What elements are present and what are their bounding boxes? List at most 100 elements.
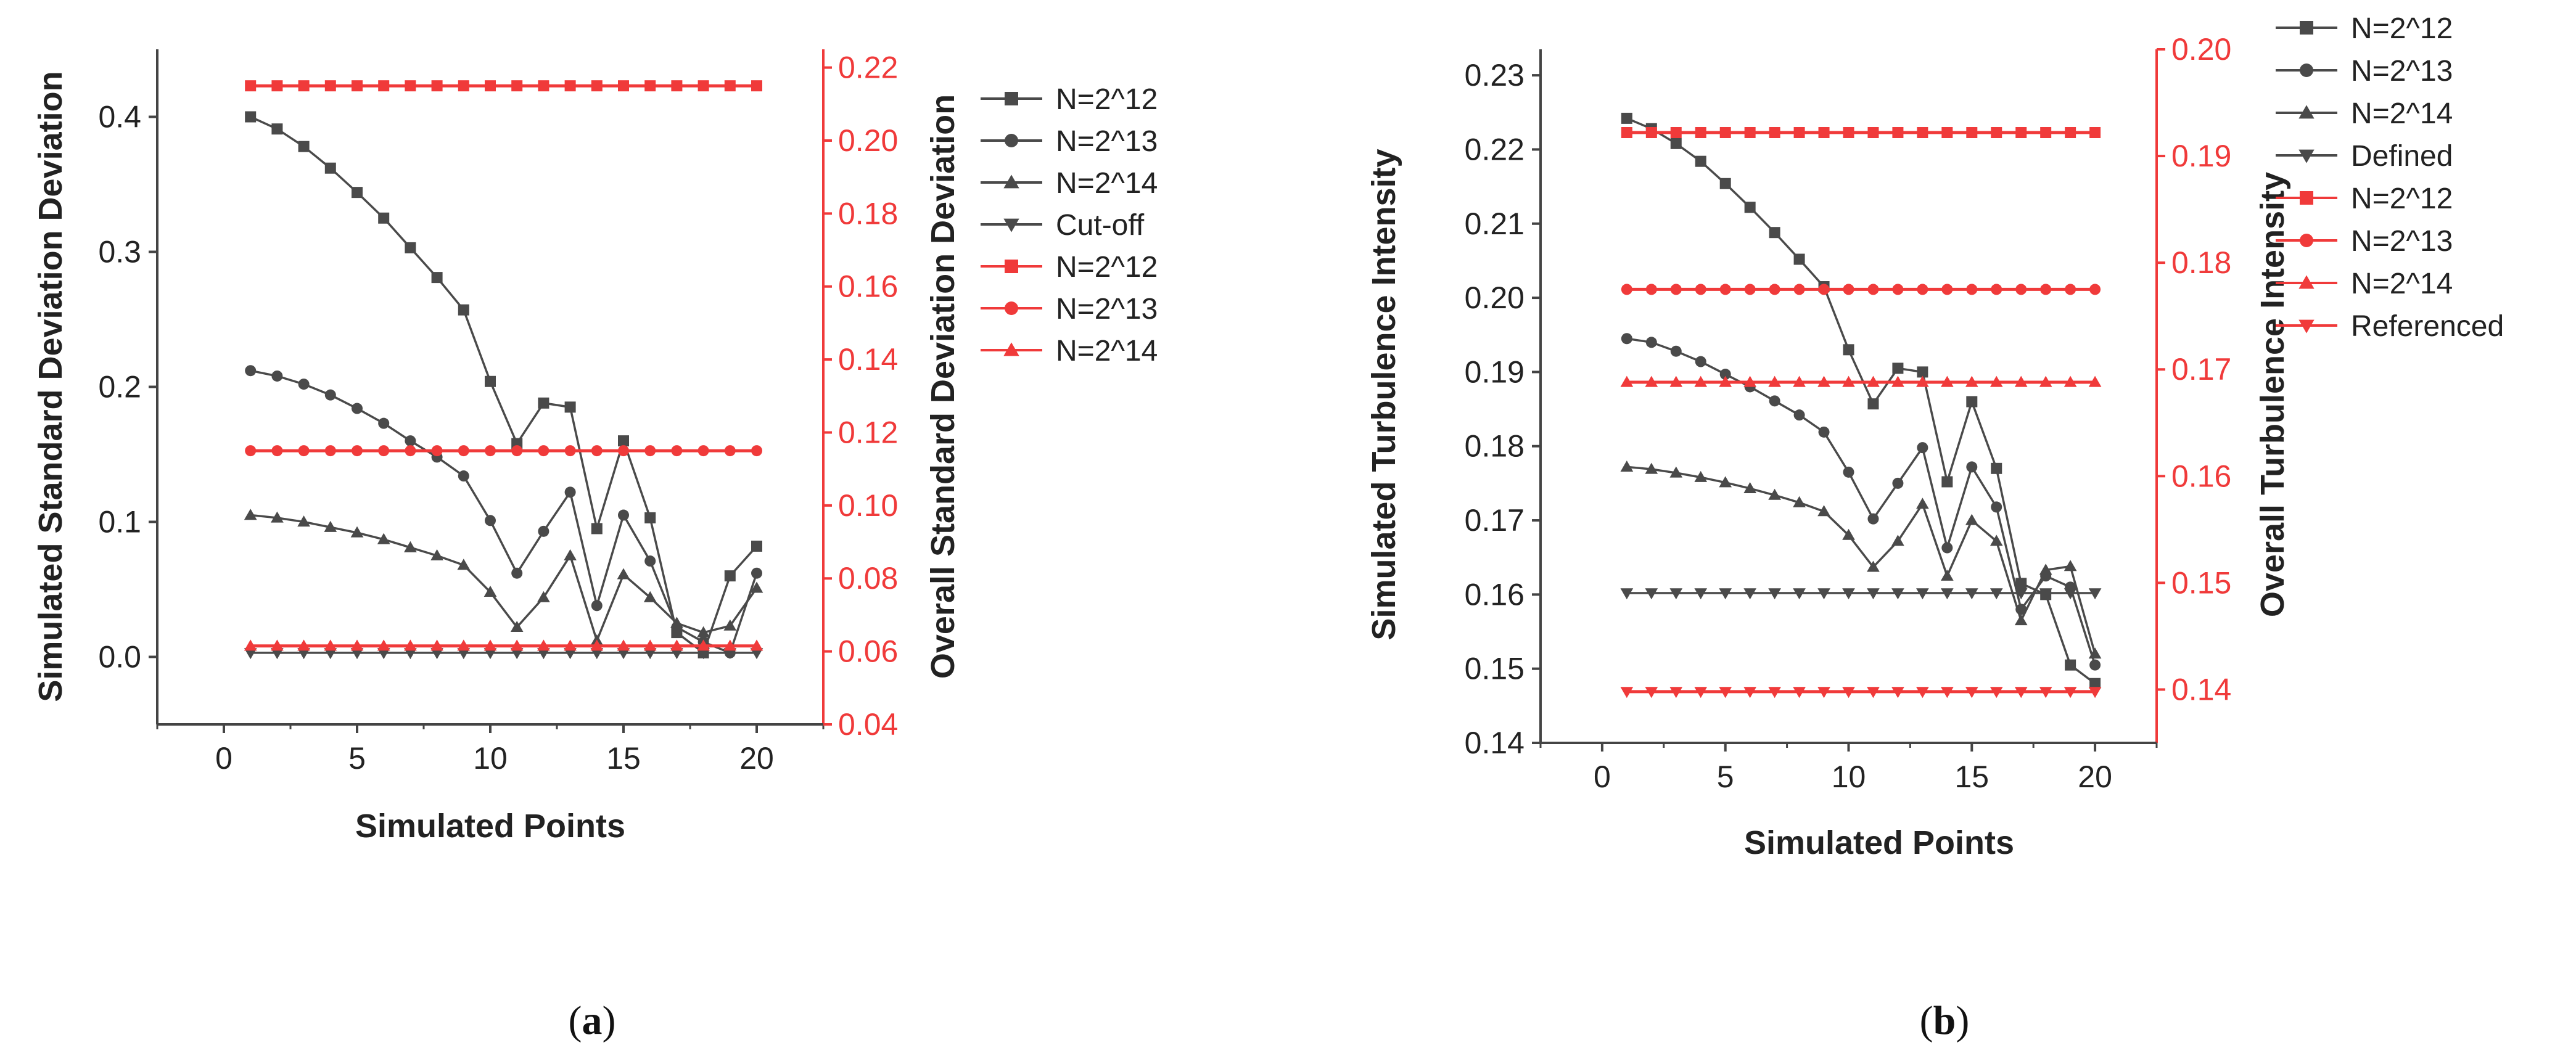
data-point — [751, 540, 762, 552]
data-point — [1867, 687, 1880, 698]
data-point — [350, 639, 364, 651]
data-point — [1621, 127, 1632, 138]
y-tick-label: 0.0 — [98, 640, 141, 674]
data-point — [2014, 588, 2028, 600]
data-point — [564, 80, 576, 92]
data-point — [697, 445, 709, 457]
legend-item: Referenced — [2276, 310, 2504, 343]
data-point — [1990, 375, 2003, 387]
data-point — [511, 445, 523, 457]
series-7 — [1620, 687, 2102, 698]
series-line — [250, 115, 758, 655]
data-point — [2015, 127, 2027, 138]
data-point — [1990, 588, 2003, 600]
data-point — [1645, 462, 1658, 474]
data-point — [564, 445, 576, 457]
series-5 — [245, 445, 762, 457]
legend-item: Cut-off — [981, 209, 1145, 242]
data-point — [352, 80, 363, 92]
data-point — [1818, 426, 1830, 438]
data-point — [457, 639, 471, 651]
data-point — [590, 648, 604, 660]
data-point — [751, 80, 762, 92]
left-y-axis-title: Simulated Standard Deviation Deviation — [32, 71, 69, 702]
data-point — [1892, 127, 1904, 138]
x-tick-label: 10 — [1832, 760, 1866, 794]
data-point — [1670, 345, 1682, 357]
data-point — [723, 648, 737, 660]
data-point — [1940, 375, 1954, 387]
data-point — [271, 80, 283, 92]
legend-marker — [2298, 105, 2315, 119]
data-point — [485, 80, 496, 92]
data-point — [1669, 588, 1683, 600]
data-point — [1669, 375, 1683, 387]
data-point — [458, 470, 469, 482]
data-point — [430, 648, 443, 660]
data-point — [1669, 687, 1683, 698]
data-point — [404, 648, 417, 660]
data-point — [324, 389, 336, 401]
data-point — [591, 523, 603, 535]
data-point — [297, 639, 310, 651]
data-point — [2014, 687, 2028, 698]
data-point — [1916, 687, 1929, 698]
data-point — [2088, 647, 2102, 659]
data-point — [1991, 127, 2002, 138]
chart-panel-a: 0 5 10 15 20 0.0 0.1 0.2 0.3 0.4 0.04 0.06 0.08 0.1… — [32, 49, 1158, 1043]
data-point — [2015, 284, 2027, 295]
data-point — [1965, 514, 1978, 525]
plot-area — [244, 80, 763, 660]
data-point — [484, 648, 497, 660]
right-y-tick-label: 0.16 — [838, 269, 898, 304]
legend-item: N=2^12 — [981, 251, 1158, 284]
data-point — [297, 648, 310, 660]
data-point — [1941, 476, 1953, 488]
data-point — [1695, 127, 1706, 138]
data-point — [2064, 560, 2077, 571]
data-point — [644, 445, 656, 457]
y-tick-label: 0.21 — [1465, 207, 1525, 241]
data-point — [404, 639, 417, 651]
y-tick-label: 0.23 — [1465, 58, 1525, 92]
data-point — [1940, 588, 1954, 600]
legend-item: N=2^14 — [981, 335, 1158, 367]
right-y-tick-label: 0.14 — [838, 342, 898, 377]
data-point — [644, 512, 656, 523]
data-point — [1891, 535, 1904, 546]
data-point — [1695, 155, 1706, 167]
y-tick-label: 0.17 — [1465, 503, 1525, 538]
legend-marker — [2300, 234, 2313, 247]
right-y-tick-label: 0.15 — [2171, 565, 2231, 600]
data-point — [1917, 366, 1928, 378]
data-point — [352, 403, 363, 414]
y-tick-label: 0.1 — [98, 505, 141, 539]
data-point — [2014, 375, 2028, 387]
legend-item: N=2^14 — [2276, 268, 2453, 300]
data-point — [1743, 375, 1757, 387]
data-point — [1965, 375, 1978, 387]
data-point — [2089, 127, 2101, 138]
data-point — [1817, 687, 1830, 698]
y-tick-label: 0.16 — [1465, 577, 1525, 612]
data-point — [430, 549, 443, 560]
data-point — [617, 639, 630, 651]
data-point — [458, 445, 469, 457]
right-y-tick-label: 0.20 — [838, 123, 898, 158]
data-point — [271, 511, 284, 523]
series-0 — [245, 111, 762, 658]
x-tick-label: 5 — [1717, 760, 1734, 794]
legend-item: N=2^14 — [981, 167, 1158, 200]
data-point — [2065, 659, 2076, 671]
data-point — [271, 445, 283, 457]
data-point — [2088, 687, 2102, 698]
right-y-tick-label: 0.20 — [2171, 32, 2231, 67]
data-point — [2014, 614, 2028, 626]
data-point — [1768, 488, 1781, 500]
data-point — [1719, 284, 1731, 295]
data-point — [430, 639, 443, 651]
data-point — [618, 80, 629, 92]
data-point — [245, 111, 257, 123]
x-tick-label: 20 — [2078, 760, 2112, 794]
data-point — [2089, 284, 2101, 295]
